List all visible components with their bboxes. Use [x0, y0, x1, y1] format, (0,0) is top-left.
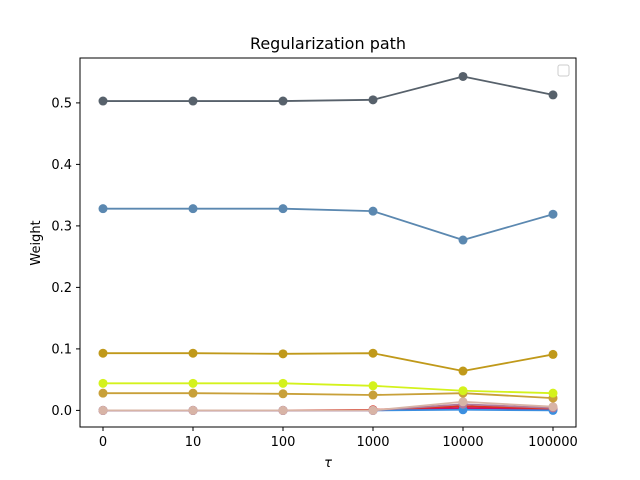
data-point [98, 204, 108, 214]
data-point [188, 348, 198, 358]
data-point [368, 95, 378, 105]
data-point [188, 96, 198, 106]
series-line [103, 352, 554, 372]
plot-frame [79, 57, 577, 428]
x-axis: 0 10 100 1000 10000 100000 [99, 427, 578, 450]
data-point [458, 71, 468, 81]
data-point [278, 389, 288, 399]
data-point [188, 204, 198, 214]
x-tick-label: 1000 [356, 435, 389, 450]
data-point [368, 348, 378, 358]
data-point [548, 349, 558, 359]
data-point [458, 386, 468, 396]
data-point [188, 405, 198, 415]
data-point [98, 96, 108, 106]
data-point [278, 405, 288, 415]
data-point [368, 381, 378, 391]
data-point [548, 90, 558, 100]
data-point [368, 206, 378, 216]
data-point [548, 388, 558, 398]
chart-title: Regularization path [250, 34, 406, 53]
data-point [98, 378, 108, 388]
series-layer [98, 71, 558, 415]
x-tick-label: 100000 [528, 435, 578, 450]
data-point [188, 378, 198, 388]
y-tick-label: 0.3 [51, 219, 72, 234]
data-point [278, 349, 288, 359]
data-point [278, 378, 288, 388]
series-group [98, 397, 558, 415]
series-line [103, 382, 554, 395]
data-point [458, 397, 468, 407]
legend-box [557, 64, 570, 77]
series-line [103, 207, 554, 241]
x-tick-label: 10000 [442, 435, 483, 450]
data-point [368, 390, 378, 400]
data-point [188, 388, 198, 398]
data-point [368, 405, 378, 415]
x-axis-label: τ [324, 456, 332, 471]
data-point [458, 366, 468, 376]
series-line [103, 392, 554, 399]
y-axis-label: Weight [29, 220, 44, 265]
data-point [98, 348, 108, 358]
y-tick-label: 0.5 [51, 96, 72, 111]
data-point [278, 96, 288, 106]
series-line [103, 75, 554, 102]
series-group [98, 204, 558, 245]
x-tick-label: 10 [185, 435, 202, 450]
series-group [98, 378, 558, 398]
data-point [98, 388, 108, 398]
data-point [548, 402, 558, 412]
data-point [548, 209, 558, 219]
data-point [98, 405, 108, 415]
y-tick-label: 0.1 [51, 342, 72, 357]
series-group [98, 71, 558, 106]
y-tick-label: 0.4 [51, 158, 72, 173]
x-tick-label: 100 [271, 435, 296, 450]
y-tick-label: 0.2 [51, 281, 72, 296]
series-line [103, 400, 554, 412]
data-point [278, 204, 288, 214]
data-point [458, 235, 468, 245]
y-axis: 0.0 0.1 0.2 0.3 0.4 0.5 [51, 96, 80, 419]
y-tick-label: 0.0 [51, 404, 72, 419]
series-group [98, 348, 558, 376]
x-tick-label: 0 [99, 435, 107, 450]
